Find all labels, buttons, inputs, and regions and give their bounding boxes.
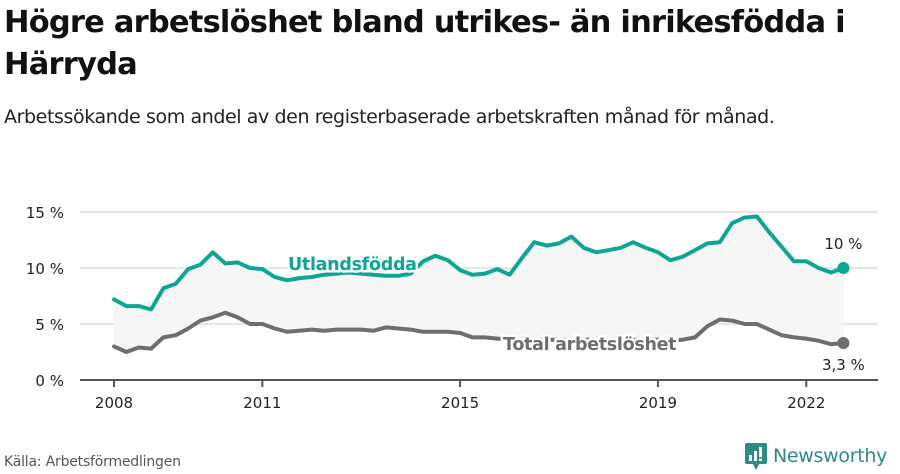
- y-axis-labels: 0 % 5 % 10 % 15 %: [26, 204, 64, 390]
- y-tick-label: 10 %: [26, 260, 64, 278]
- total-series-label: Total arbetslöshet: [503, 335, 676, 355]
- source-note: Källa: Arbetsförmedlingen: [4, 454, 181, 470]
- foreign-born-end-label: 10 %: [824, 235, 862, 253]
- foreign-born-line: [112, 214, 846, 312]
- x-tick-label: 2008: [95, 394, 133, 412]
- total-end-label: 3,3 %: [822, 356, 865, 374]
- foreign-born-end-dot: [837, 262, 850, 274]
- foreign-born-series-label: Utlandsfödda: [288, 255, 417, 275]
- newsworthy-logo[interactable]: Newsworthy: [745, 441, 887, 471]
- y-tick-label: 0 %: [35, 372, 64, 390]
- total-line: [112, 310, 846, 354]
- line-chart: 0 % 5 % 10 % 15 % Utlandsfödda Total arbets…: [0, 190, 900, 420]
- x-axis-ticks: 2008 2011 2015 2019 2022: [95, 380, 825, 412]
- total-end-dot: [837, 337, 850, 350]
- chart-canvas: 0 % 5 % 10 % 15 % Utlandsfödda Total arbets…: [26, 204, 878, 412]
- bar-chart-speech-bubble-icon: [745, 443, 767, 470]
- x-tick-label: 2011: [243, 394, 281, 412]
- y-tick-label: 5 %: [35, 316, 64, 334]
- chart-subtitle: Arbetssökande som andel av den registerb…: [4, 106, 775, 128]
- x-tick-label: 2022: [787, 394, 825, 412]
- x-tick-label: 2019: [639, 394, 677, 412]
- chart-title: Högre arbetslöshet bland utrikes- än inr…: [4, 5, 846, 82]
- y-tick-label: 15 %: [26, 204, 64, 222]
- gap-band: [114, 216, 844, 352]
- x-tick-label: 2015: [441, 394, 479, 412]
- brand-name: Newsworthy: [773, 445, 888, 467]
